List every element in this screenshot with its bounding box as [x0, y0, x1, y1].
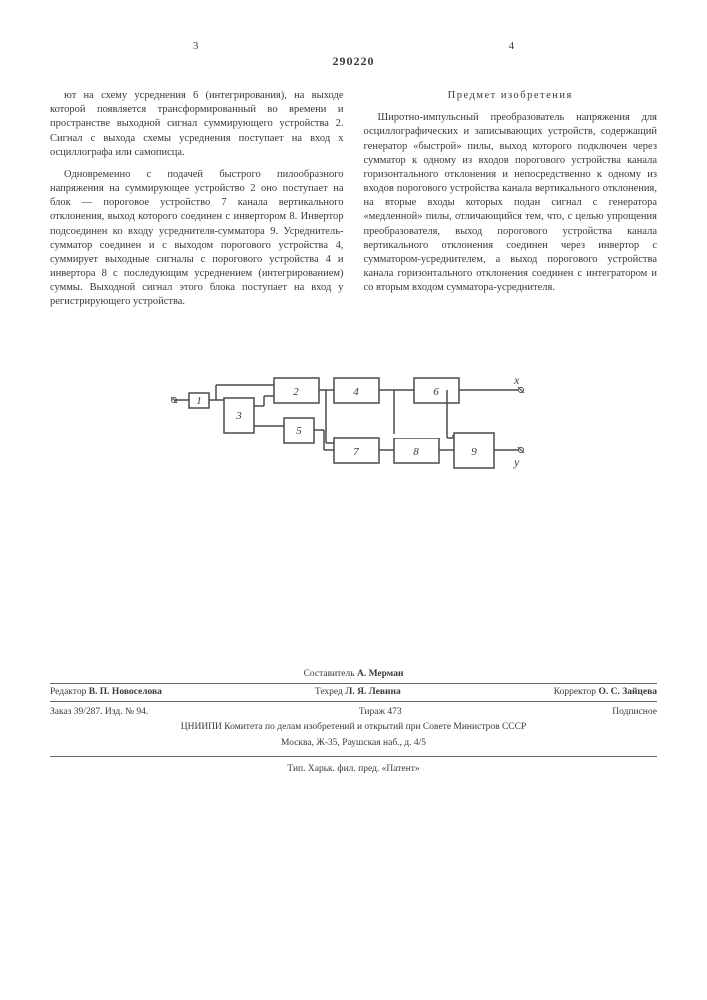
org-address: Москва, Ж-35, Раушская наб., д. 4/5	[50, 737, 657, 750]
text-columns: ют на схему усреднения 6 (интегрирования…	[50, 89, 657, 318]
document-number: 290220	[50, 54, 657, 69]
left-column: ют на схему усреднения 6 (интегрирования…	[50, 89, 344, 318]
org-info: ЦНИИПИ Комитета по делам изобретений и о…	[50, 721, 657, 734]
techred-label: Техред	[315, 687, 343, 697]
techred-name: Л. Я. Левина	[345, 687, 401, 697]
right-column: Предмет изобретения Широтно-импульсный п…	[364, 89, 658, 318]
svg-text:5: 5	[296, 425, 302, 437]
svg-text:6: 6	[433, 386, 439, 398]
col-num-right: 4	[366, 40, 657, 52]
podpisnoe: Подписное	[612, 706, 657, 719]
svg-text:x: x	[513, 373, 520, 387]
svg-text:1: 1	[196, 395, 202, 407]
section-title: Предмет изобретения	[364, 89, 658, 103]
svg-text:9: 9	[471, 446, 477, 458]
editor-name: В. П. Новоселова	[89, 687, 162, 697]
svg-text:2: 2	[293, 386, 299, 398]
composer-name: А. Мерман	[357, 669, 403, 679]
left-para-2: Одновременно с подачей быстрого пилообра…	[50, 168, 344, 310]
page-header: 3 4 290220	[50, 40, 657, 69]
corrector-name: О. С. Зайцева	[598, 687, 657, 697]
col-num-left: 3	[50, 40, 341, 52]
svg-text:3: 3	[235, 410, 242, 422]
block-diagram: 1 3 2 5	[154, 358, 554, 488]
right-para-1: Широтно-импульсный преобразователь напря…	[364, 111, 658, 295]
footer: Составитель А. Мерман Редактор В. П. Нов…	[50, 668, 657, 777]
svg-text:y: y	[513, 455, 520, 469]
svg-text:7: 7	[353, 446, 359, 458]
tirazh-info: Тираж 473	[359, 706, 402, 719]
svg-text:4: 4	[353, 386, 359, 398]
svg-text:8: 8	[413, 446, 419, 458]
corrector-label: Корректор	[554, 687, 596, 697]
order-info: Заказ 39/287. Изд. № 94.	[50, 706, 148, 719]
editor-label: Редактор	[50, 687, 86, 697]
printer-info: Тип. Харьк. фил. пред. «Патент»	[50, 756, 657, 776]
left-para-1: ют на схему усреднения 6 (интегрирования…	[50, 89, 344, 160]
composer-label: Составитель	[304, 669, 355, 679]
